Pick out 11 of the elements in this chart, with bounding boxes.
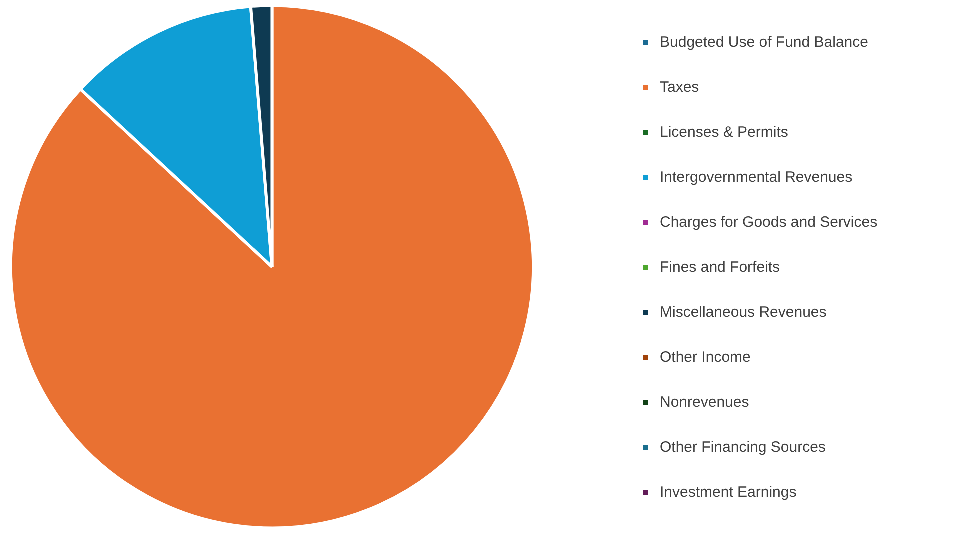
legend-label: Intergovernmental Revenues <box>660 168 853 188</box>
legend-label: Budgeted Use of Fund Balance <box>660 32 868 52</box>
legend-label: Other Income <box>660 348 751 368</box>
legend-label: Fines and Forfeits <box>660 258 780 278</box>
legend-label: Miscellaneous Revenues <box>660 302 827 322</box>
legend-label: Licenses & Permits <box>660 122 788 142</box>
legend-label: Investment Earnings <box>660 482 797 502</box>
legend-label: Nonrevenues <box>660 392 750 412</box>
legend-label: Taxes <box>660 78 700 98</box>
legend-label: Charges for Goods and Services <box>660 212 878 232</box>
legend-label: Other Financing Sources <box>660 438 826 458</box>
